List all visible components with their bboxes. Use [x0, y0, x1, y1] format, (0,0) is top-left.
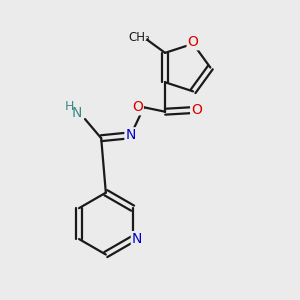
Text: H: H	[65, 100, 74, 113]
Text: N: N	[132, 232, 142, 246]
Text: N: N	[125, 128, 136, 142]
Text: O: O	[188, 35, 199, 49]
Text: O: O	[132, 100, 143, 114]
Text: O: O	[191, 103, 202, 117]
Text: N: N	[72, 106, 82, 120]
Text: CH₃: CH₃	[128, 31, 150, 44]
